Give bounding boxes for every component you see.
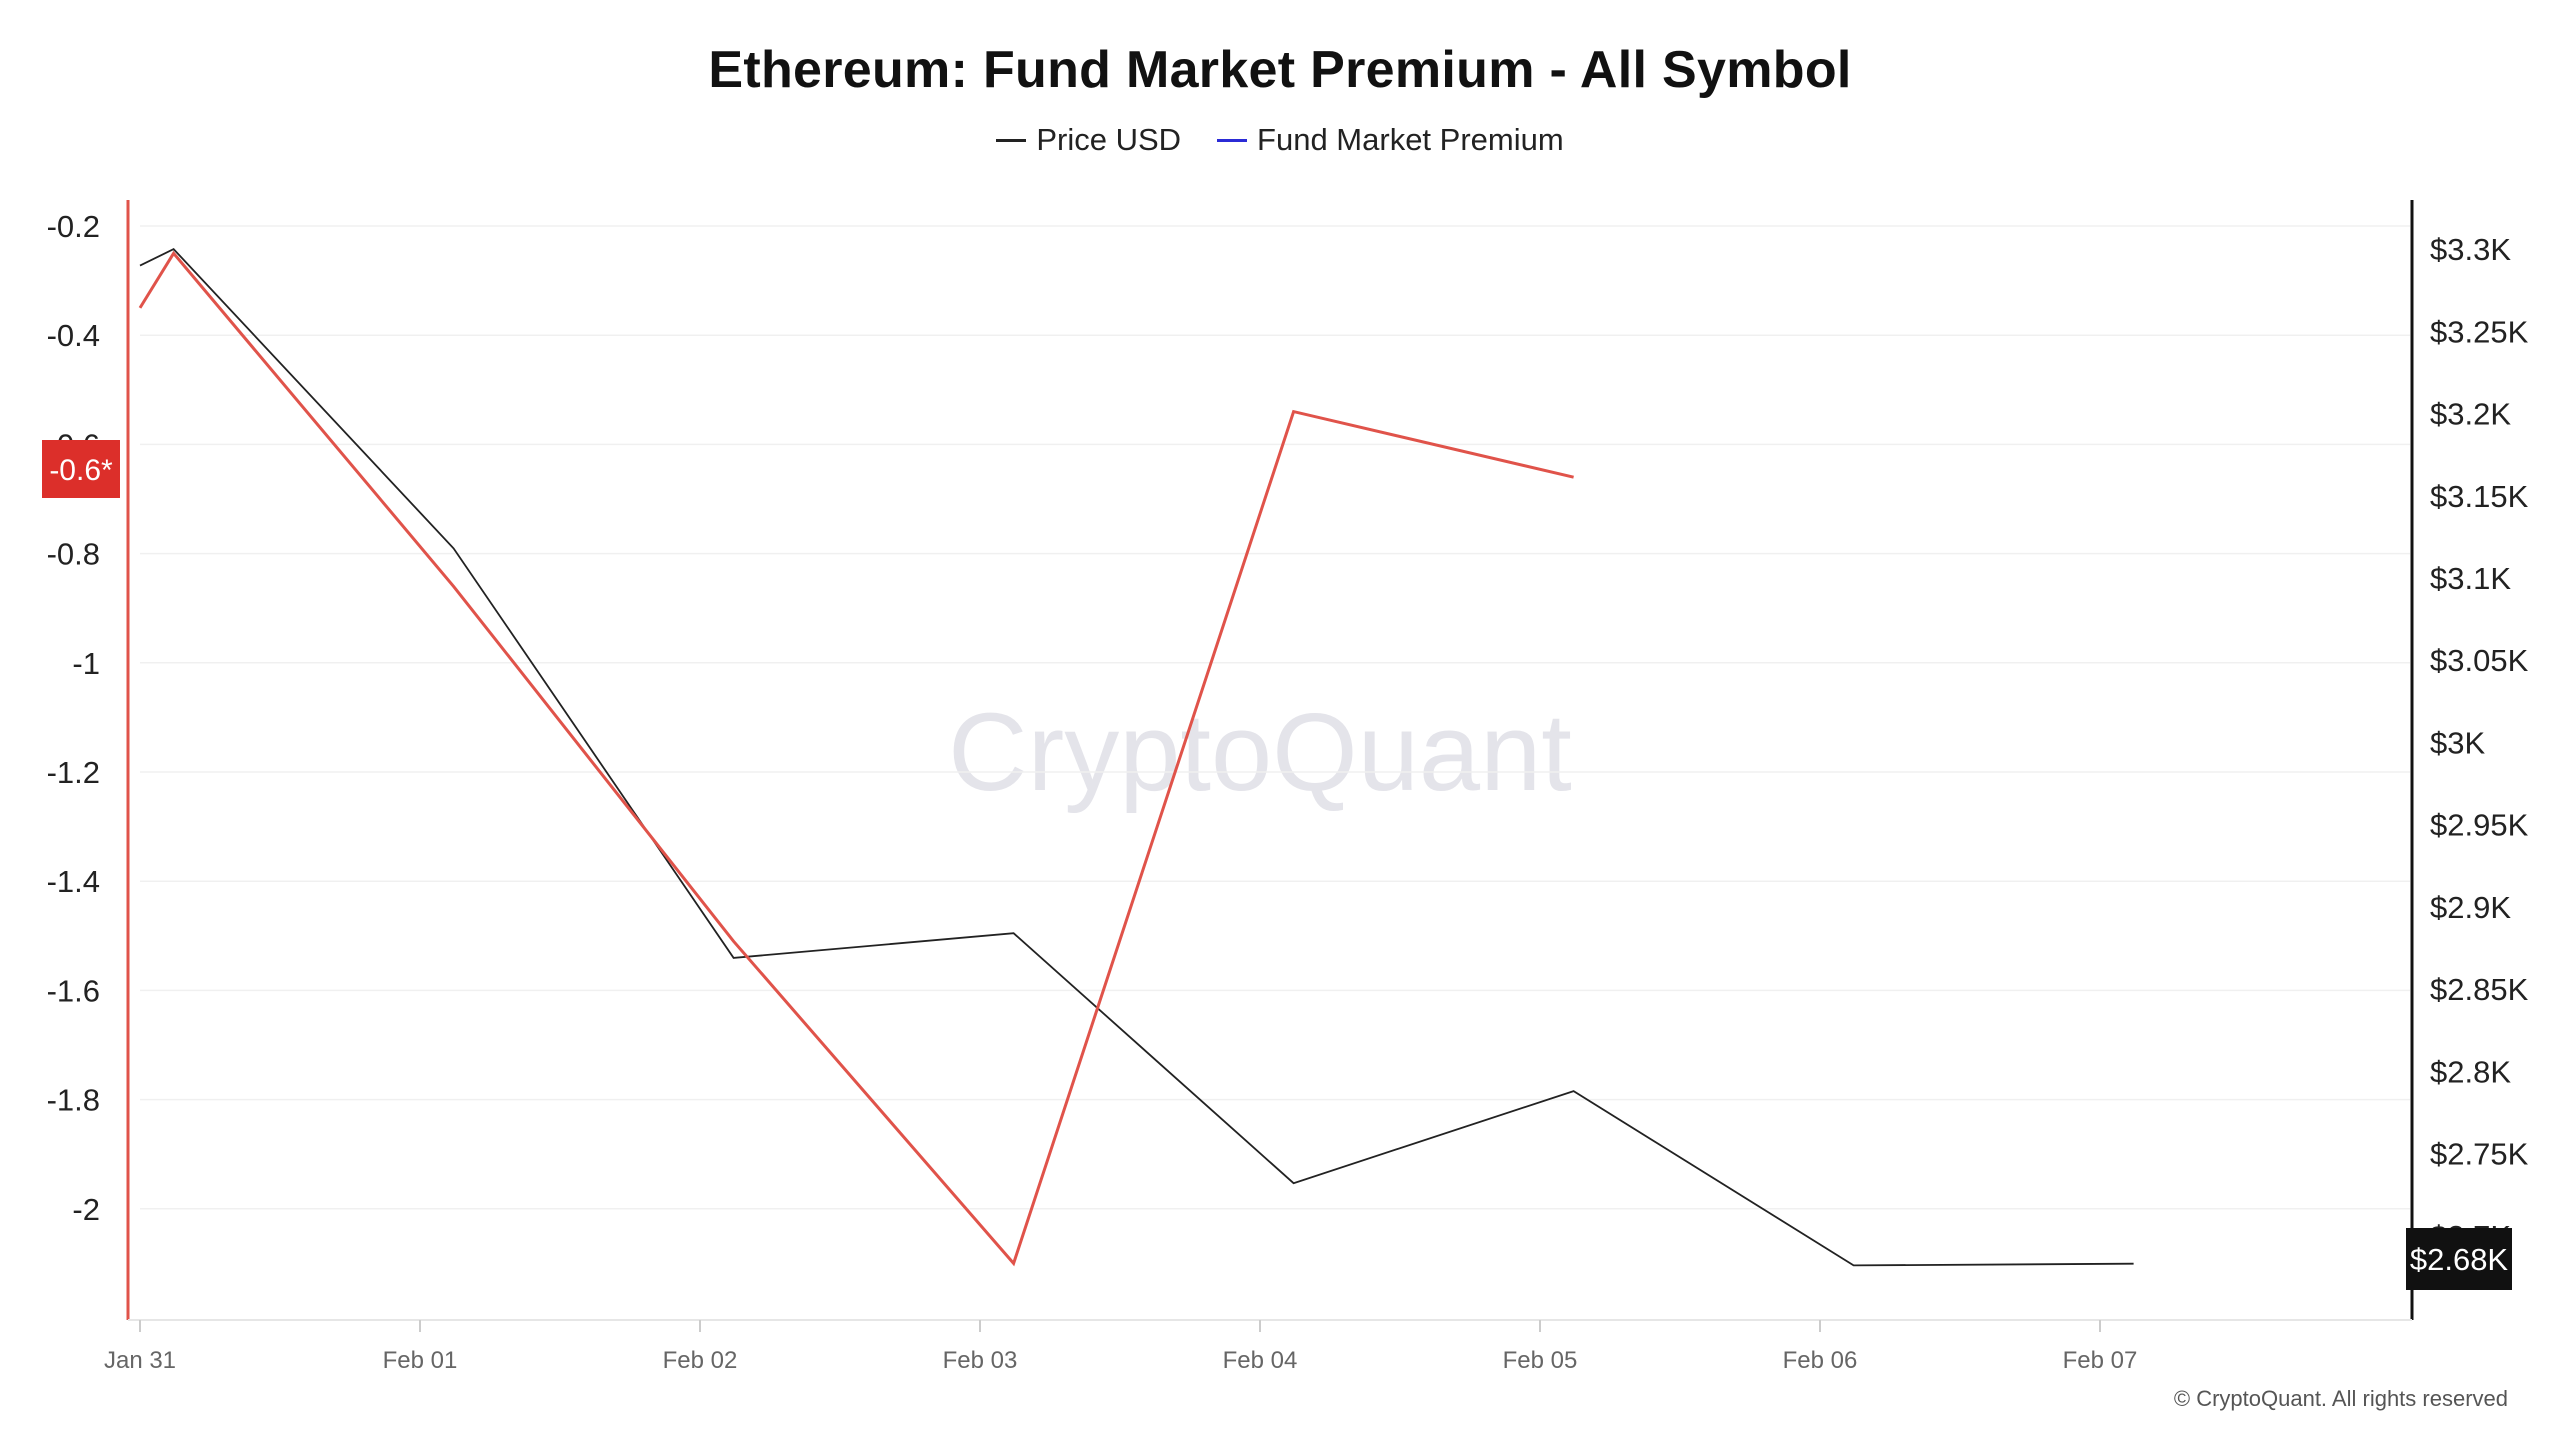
right-tick-label: $3.25K (2430, 314, 2529, 349)
legend-label-premium: Fund Market Premium (1257, 122, 1564, 157)
right-tick-label: $2.9K (2430, 890, 2511, 925)
watermark: CryptoQuant (948, 691, 1572, 814)
right-tick-label: $2.85K (2430, 972, 2529, 1007)
x-tick-label: Feb 01 (383, 1347, 458, 1374)
x-tick-label: Feb 06 (1783, 1347, 1858, 1374)
left-tick-label: -1.2 (47, 755, 100, 790)
right-tick-label: $3.1K (2430, 561, 2511, 596)
right-value-badge (2406, 1228, 2512, 1290)
series-layer (138, 247, 2134, 1267)
right-tick-label: $2.95K (2430, 808, 2529, 843)
axes: -0.2-0.4-0.6-0.8-1-1.2-1.4-1.6-1.8-2$3.3… (47, 200, 2529, 1374)
left-tick-label: -1 (72, 646, 100, 681)
legend-item-price[interactable]: Price USD (996, 122, 1181, 158)
left-tick-label: -1.6 (47, 973, 100, 1008)
left-tick-label: -2 (72, 1192, 100, 1227)
right-tick-label: $2.8K (2430, 1054, 2511, 1089)
left-tick-label: -0.4 (47, 318, 100, 353)
axis-badges: -0.6* $2.68K (42, 440, 2512, 1290)
legend-item-premium[interactable]: Fund Market Premium (1217, 122, 1564, 158)
premium-line[interactable] (138, 250, 1574, 1267)
x-tick-label: Jan 31 (104, 1347, 176, 1374)
right-tick-label: $3.3K (2430, 232, 2511, 267)
right-tick-label: $3.15K (2430, 479, 2529, 514)
x-tick-label: Feb 02 (663, 1347, 738, 1374)
legend: Price USD Fund Market Premium (0, 122, 2560, 158)
legend-swatch-price (996, 138, 1027, 142)
copyright: © CryptoQuant. All rights reserved (2173, 1386, 2508, 1411)
right-tick-label: $3K (2430, 725, 2485, 760)
chart-title: Ethereum: Fund Market Premium - All Symb… (708, 41, 1852, 99)
left-tick-label: -0.2 (47, 209, 100, 244)
x-tick-label: Feb 03 (943, 1347, 1018, 1374)
x-tick-label: Feb 07 (2063, 1347, 2138, 1374)
grid (140, 225, 2410, 1210)
left-value-badge-label: -0.6* (49, 454, 113, 487)
price-line[interactable] (139, 247, 2134, 1267)
left-tick-label: -1.8 (47, 1083, 100, 1118)
left-tick-label: -0.8 (47, 537, 100, 572)
right-tick-label: $2.75K (2430, 1137, 2529, 1172)
right-tick-label: $3.05K (2430, 643, 2529, 678)
x-tick-label: Feb 04 (1223, 1347, 1298, 1374)
right-tick-label: $3.2K (2430, 397, 2511, 432)
legend-label-price: Price USD (1036, 122, 1182, 157)
legend-swatch-premium (1217, 138, 1248, 142)
right-value-badge-label: $2.68K (2410, 1242, 2509, 1277)
left-value-badge (42, 440, 120, 498)
x-tick-label: Feb 05 (1503, 1347, 1578, 1374)
left-tick-label: -1.4 (47, 864, 100, 899)
